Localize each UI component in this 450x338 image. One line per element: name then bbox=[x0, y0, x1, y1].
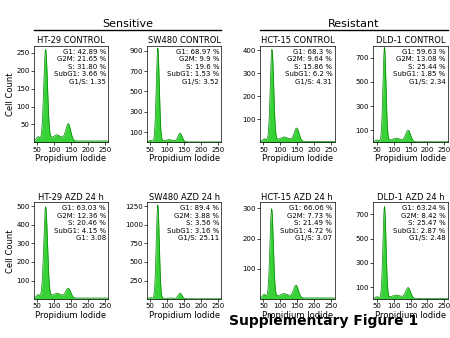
Text: Supplementary Figure 1: Supplementary Figure 1 bbox=[230, 314, 418, 328]
X-axis label: Propidium Iodide: Propidium Iodide bbox=[262, 311, 333, 320]
Text: G1: 59.63 %
G2M: 13.08 %
S: 25.44 %
SubG1: 1.85 %
G1/S: 2.34: G1: 59.63 % G2M: 13.08 % S: 25.44 % SubG… bbox=[393, 49, 446, 84]
Title: DLD-1 CONTROL: DLD-1 CONTROL bbox=[376, 36, 445, 45]
Title: HT-29 AZD 24 h: HT-29 AZD 24 h bbox=[38, 193, 104, 201]
Title: DLD-1 AZD 24 h: DLD-1 AZD 24 h bbox=[377, 193, 444, 201]
X-axis label: Propidium Iodide: Propidium Iodide bbox=[148, 311, 220, 320]
Title: SW480 CONTROL: SW480 CONTROL bbox=[148, 36, 220, 45]
Text: Resistant: Resistant bbox=[328, 19, 380, 29]
Y-axis label: Cell Count: Cell Count bbox=[6, 229, 15, 272]
Text: G1: 63.24 %
G2M: 8.42 %
S: 25.47 %
SubG1: 2.87 %
G1/S: 2.48: G1: 63.24 % G2M: 8.42 % S: 25.47 % SubG1… bbox=[393, 205, 446, 241]
Text: G1: 42.89 %
G2M: 21.65 %
S: 31.80 %
SubG1: 3.66 %
G1/S: 1.35: G1: 42.89 % G2M: 21.65 % S: 31.80 % SubG… bbox=[54, 49, 106, 84]
Title: HCT-15 AZD 24 h: HCT-15 AZD 24 h bbox=[261, 193, 333, 201]
X-axis label: Propidium Iodide: Propidium Iodide bbox=[262, 154, 333, 163]
X-axis label: Propidium Iodide: Propidium Iodide bbox=[36, 154, 107, 163]
Text: G1: 66.06 %
G2M: 7.73 %
S: 21.49 %
SubG1: 4.72 %
G1/S: 3.07: G1: 66.06 % G2M: 7.73 % S: 21.49 % SubG1… bbox=[280, 205, 333, 241]
Text: G1: 89.4 %
G2M: 3.88 %
S: 3.56 %
SubG1: 3.16 %
G1/S: 25.11: G1: 89.4 % G2M: 3.88 % S: 3.56 % SubG1: … bbox=[167, 205, 219, 241]
X-axis label: Propidium Iodide: Propidium Iodide bbox=[36, 311, 107, 320]
Text: G1: 68.3 %
G2M: 9.64 %
S: 15.86 %
SubG1: 6.2 %
G1/S: 4.31: G1: 68.3 % G2M: 9.64 % S: 15.86 % SubG1:… bbox=[284, 49, 333, 84]
X-axis label: Propidium Iodide: Propidium Iodide bbox=[148, 154, 220, 163]
Title: HCT-15 CONTROL: HCT-15 CONTROL bbox=[261, 36, 334, 45]
X-axis label: Propidium Iodide: Propidium Iodide bbox=[375, 311, 446, 320]
Y-axis label: Cell Count: Cell Count bbox=[6, 72, 15, 116]
Title: SW480 AZD 24 h: SW480 AZD 24 h bbox=[148, 193, 220, 201]
Text: G1: 63.03 %
G2M: 12.36 %
S: 20.46 %
SubG1: 4.15 %
G1: 3.08: G1: 63.03 % G2M: 12.36 % S: 20.46 % SubG… bbox=[54, 205, 106, 241]
Text: Sensitive: Sensitive bbox=[102, 19, 153, 29]
Text: G1: 68.97 %
G2M: 9.9 %
S: 19.6 %
SubG1: 1.53 %
G1/S: 3.52: G1: 68.97 % G2M: 9.9 % S: 19.6 % SubG1: … bbox=[167, 49, 219, 84]
Title: HT-29 CONTROL: HT-29 CONTROL bbox=[37, 36, 105, 45]
X-axis label: Propidium Iodide: Propidium Iodide bbox=[375, 154, 446, 163]
